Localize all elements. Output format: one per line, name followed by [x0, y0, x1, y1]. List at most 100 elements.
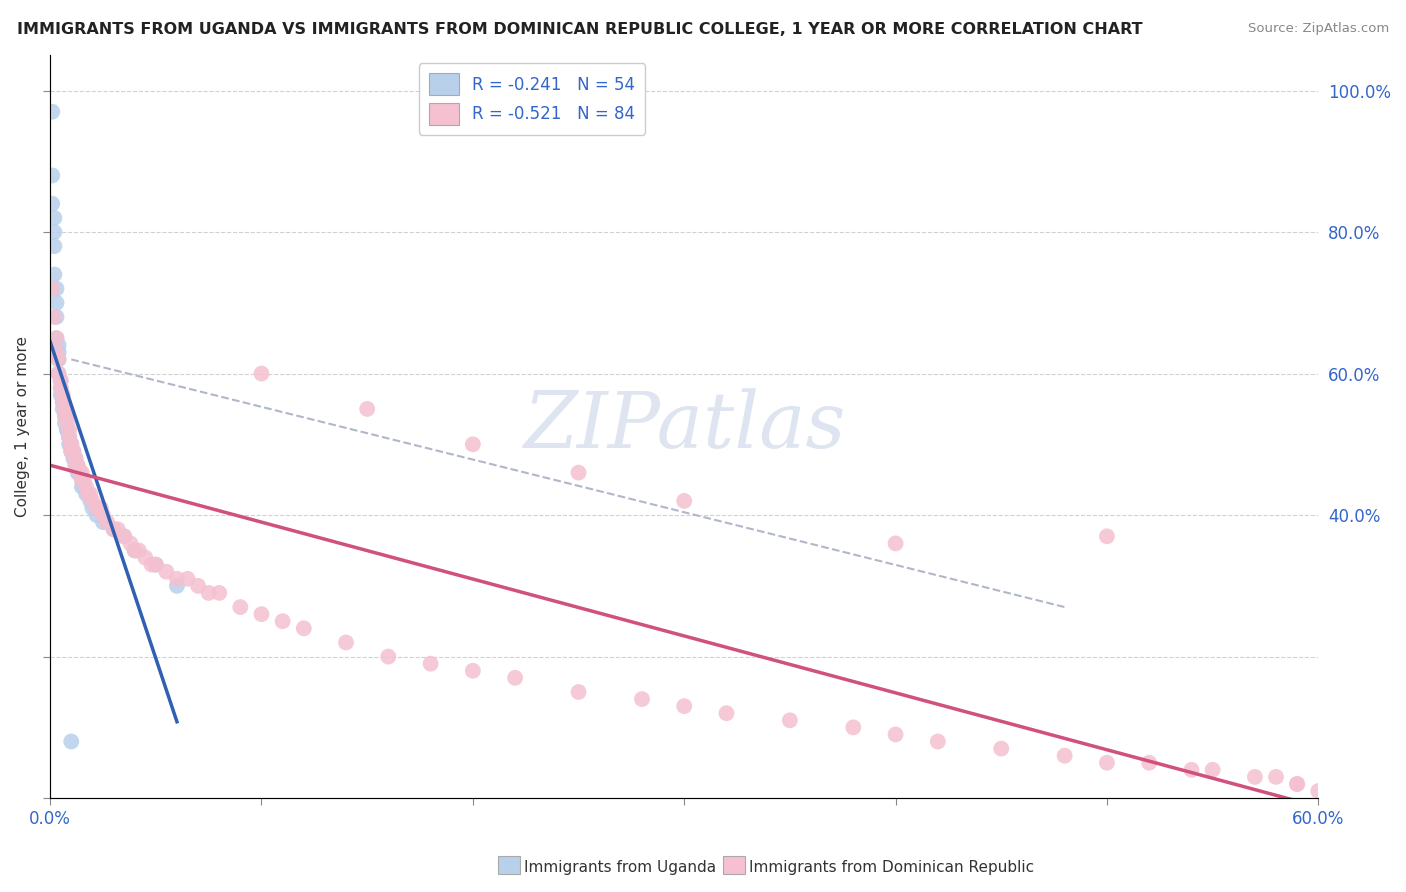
Point	[56, 416, 79, 430]
Point	[842, 720, 865, 734]
Point	[155, 565, 177, 579]
Point	[356, 401, 378, 416]
Point	[1180, 763, 1202, 777]
Point	[56, 423, 79, 437]
Point	[65, 451, 87, 466]
Point	[79, 487, 101, 501]
Point	[48, 338, 70, 352]
Point	[58, 430, 80, 444]
Point	[49, 374, 72, 388]
Point	[377, 649, 399, 664]
Point	[673, 699, 696, 714]
Point	[49, 381, 72, 395]
Point	[53, 416, 76, 430]
Point	[134, 550, 156, 565]
Point	[45, 295, 67, 310]
Point	[884, 536, 907, 550]
Point	[884, 727, 907, 741]
Point	[96, 515, 118, 529]
Point	[69, 466, 91, 480]
Point	[112, 529, 135, 543]
Point	[45, 282, 67, 296]
Point	[49, 374, 72, 388]
Point	[79, 494, 101, 508]
Point	[91, 515, 114, 529]
Point	[927, 734, 949, 748]
Point	[631, 692, 654, 706]
Point	[44, 211, 66, 225]
Point	[56, 409, 79, 423]
Point	[1053, 748, 1076, 763]
Point	[52, 395, 75, 409]
Point	[56, 423, 79, 437]
Point	[52, 395, 75, 409]
Point	[1265, 770, 1288, 784]
Point	[53, 409, 76, 423]
Point	[673, 494, 696, 508]
Y-axis label: College, 1 year or more: College, 1 year or more	[15, 336, 30, 517]
Point	[69, 466, 91, 480]
Point	[75, 480, 97, 494]
Point	[62, 451, 84, 466]
Point	[41, 196, 63, 211]
Point	[60, 444, 83, 458]
Point	[66, 458, 89, 473]
Point	[41, 169, 63, 183]
Point	[65, 458, 87, 473]
Point	[65, 451, 87, 466]
Point	[53, 409, 76, 423]
Point	[49, 388, 72, 402]
Point	[75, 487, 97, 501]
Text: IMMIGRANTS FROM UGANDA VS IMMIGRANTS FROM DOMINICAN REPUBLIC COLLEGE, 1 YEAR OR : IMMIGRANTS FROM UGANDA VS IMMIGRANTS FRO…	[17, 22, 1143, 37]
Point	[62, 444, 84, 458]
Point	[166, 579, 188, 593]
Point	[86, 508, 108, 522]
Point	[58, 423, 80, 437]
Point	[48, 367, 70, 381]
Point	[41, 282, 63, 296]
Point	[107, 522, 129, 536]
Point	[120, 536, 142, 550]
Point	[461, 664, 484, 678]
Text: Immigrants from Uganda: Immigrants from Uganda	[524, 860, 717, 874]
Point	[187, 579, 209, 593]
Point	[44, 310, 66, 324]
Point	[103, 522, 125, 536]
Point	[1137, 756, 1160, 770]
Point	[70, 466, 93, 480]
Text: ZIPatlas: ZIPatlas	[523, 389, 845, 465]
Point	[176, 572, 198, 586]
Point	[82, 494, 104, 508]
Point	[66, 458, 89, 473]
Point	[145, 558, 167, 572]
Point	[48, 352, 70, 367]
Point	[66, 466, 89, 480]
Point	[48, 345, 70, 359]
Point	[70, 480, 93, 494]
Point	[1095, 529, 1118, 543]
Point	[716, 706, 738, 721]
Point	[45, 331, 67, 345]
Point	[62, 444, 84, 458]
Point	[271, 614, 294, 628]
Point	[419, 657, 441, 671]
Point	[86, 501, 108, 516]
FancyBboxPatch shape	[498, 856, 520, 874]
Point	[41, 104, 63, 119]
Point	[45, 310, 67, 324]
Point	[52, 401, 75, 416]
Point	[60, 444, 83, 458]
Point	[124, 543, 146, 558]
Point	[567, 466, 589, 480]
Point	[53, 401, 76, 416]
Point	[58, 437, 80, 451]
Point	[44, 268, 66, 282]
Point	[103, 522, 125, 536]
Point	[208, 586, 231, 600]
Text: Source: ZipAtlas.com: Source: ZipAtlas.com	[1249, 22, 1389, 36]
Point	[70, 473, 93, 487]
Point	[45, 345, 67, 359]
FancyBboxPatch shape	[723, 856, 745, 874]
Point	[461, 437, 484, 451]
Point	[128, 543, 150, 558]
